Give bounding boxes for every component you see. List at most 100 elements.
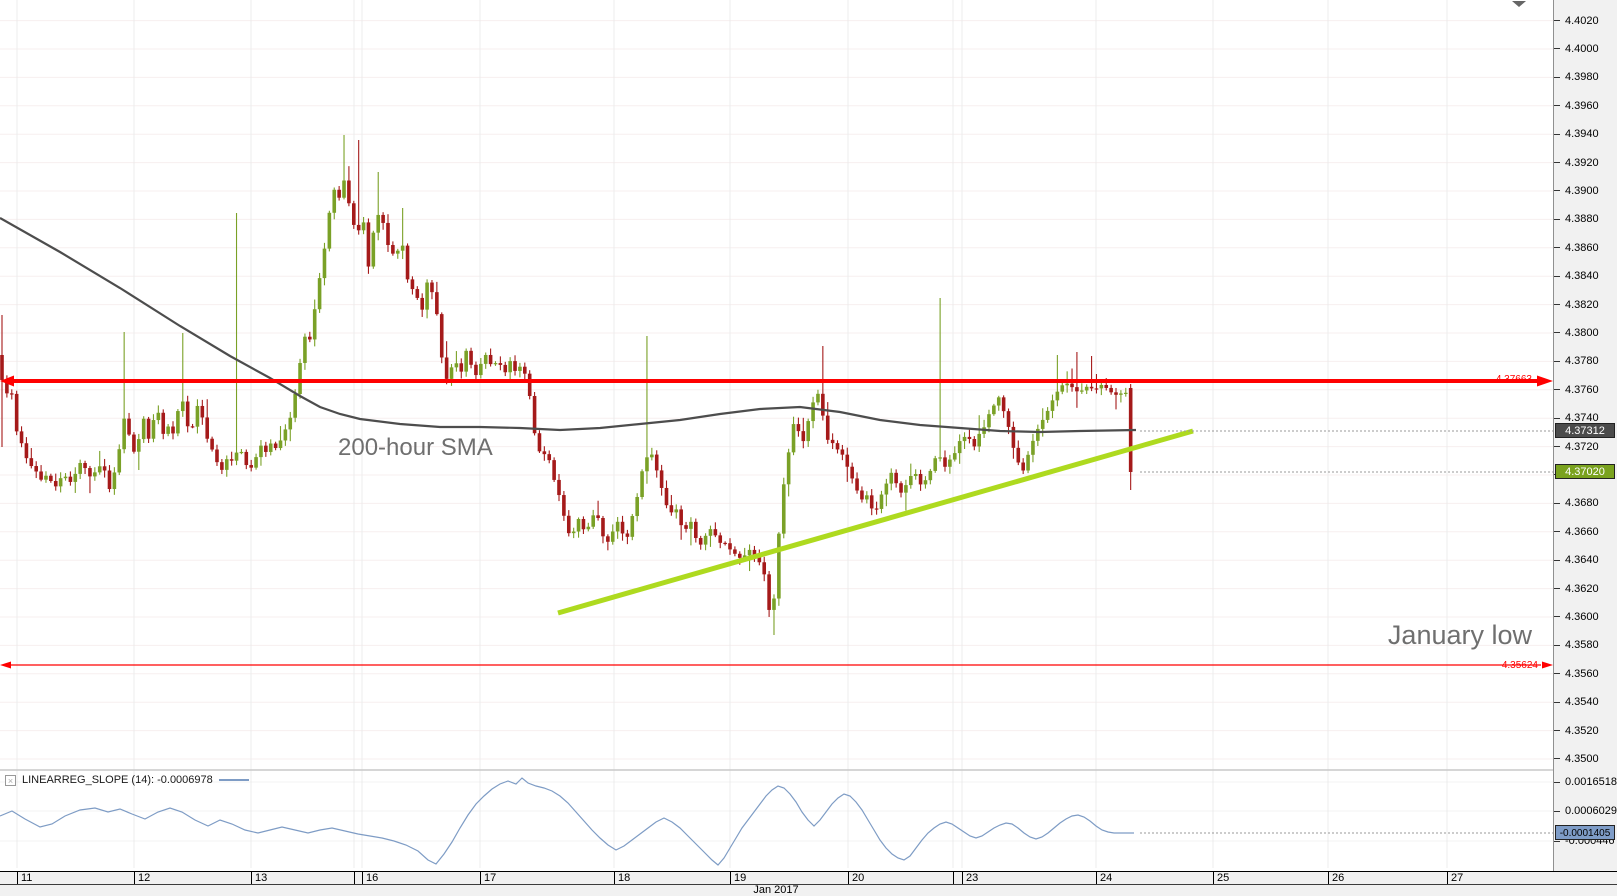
candle (493, 363, 498, 365)
candle (156, 412, 161, 421)
time-tick-dash (480, 872, 481, 884)
time-axis[interactable]: 11 12 13 16 17 18 19 20 23 24 25 26 27 (0, 871, 1617, 884)
candle (278, 440, 283, 449)
candle (679, 509, 683, 526)
candle (171, 426, 175, 434)
candle (689, 521, 693, 529)
candle (215, 449, 219, 463)
candle (796, 424, 801, 432)
candle (122, 418, 126, 450)
price-tick-label: 4.3820 (1565, 298, 1599, 311)
candle (117, 449, 122, 473)
candle (996, 397, 1001, 406)
candle (14, 393, 19, 432)
candle (865, 495, 869, 500)
candle (850, 466, 854, 479)
price-tick-label: 4.3580 (1565, 639, 1599, 652)
candle (312, 309, 317, 340)
price-tick-label: 4.3960 (1565, 99, 1599, 112)
candle (684, 525, 688, 529)
candle (523, 366, 527, 374)
price-axis[interactable]: 4.4020 4.4000 4.3980 4.3960 4.3940 4.3920 4.39… (1553, 0, 1617, 896)
candle (674, 509, 679, 513)
candle (449, 367, 454, 379)
time-tick-label: 17 (484, 872, 497, 884)
sma-polyline (0, 217, 1137, 434)
candle (268, 443, 273, 452)
january-low-line[interactable] (0, 661, 1553, 669)
candle (562, 495, 566, 516)
candle (962, 436, 967, 442)
candle (474, 364, 478, 376)
time-tick-dash (953, 872, 954, 884)
candle (200, 405, 205, 418)
trendline[interactable] (557, 428, 1194, 616)
chart-plot-area[interactable] (0, 0, 1553, 871)
price-tick-dash (1554, 446, 1560, 448)
candle (195, 405, 200, 427)
price-tick-label: 4.3540 (1565, 696, 1599, 709)
candle (229, 459, 234, 461)
candle (303, 336, 307, 363)
month-label: Jan 2017 (753, 884, 799, 896)
candle (860, 490, 864, 500)
candle (391, 245, 395, 254)
time-tick-label: 26 (1332, 872, 1345, 884)
candle (967, 436, 972, 439)
time-tick-dash (848, 872, 849, 884)
time-tick-label: 16 (366, 872, 379, 884)
price-tick-dash (1554, 531, 1560, 533)
candle (938, 457, 942, 459)
indicator-polyline (0, 777, 1134, 866)
candle (767, 574, 771, 610)
candle (742, 555, 747, 558)
candle (840, 449, 845, 455)
resistance-line[interactable] (0, 375, 1553, 387)
price-tick-dash (1554, 502, 1560, 504)
indicator-checkbox-icon[interactable]: × (5, 774, 16, 786)
price-tick-dash (1554, 389, 1560, 391)
candle (518, 366, 522, 371)
candle (420, 297, 424, 310)
candle (606, 536, 610, 542)
price-tick-label: 4.3980 (1565, 71, 1599, 84)
candle (395, 250, 400, 254)
candle (816, 393, 820, 403)
candle (943, 457, 947, 467)
candle (718, 535, 723, 543)
candle (39, 471, 43, 480)
price-tick-dash (1554, 360, 1560, 362)
candle (615, 521, 620, 532)
candle (185, 401, 190, 427)
candle (957, 441, 962, 454)
time-tick-dash (354, 872, 355, 884)
candle (640, 471, 644, 498)
candle (469, 350, 473, 365)
price-tick-label: 4.3620 (1565, 582, 1599, 595)
price-tick-dash (1554, 417, 1560, 419)
price-tick-label: 4.3680 (1565, 497, 1599, 510)
candle (1094, 388, 1099, 390)
candle (1021, 462, 1025, 471)
candle (1109, 387, 1113, 393)
candle (1031, 440, 1035, 455)
candle (645, 457, 649, 472)
ascending-trendline (557, 428, 1194, 616)
time-tick-dash (362, 872, 363, 884)
price-tick-dash (1554, 781, 1560, 783)
price-tick-dash (1554, 76, 1560, 78)
candle (425, 282, 429, 310)
price-tick-label: 4.3740 (1565, 412, 1599, 425)
time-tick-dash (1096, 872, 1097, 884)
candle (845, 454, 850, 467)
candle (337, 189, 341, 198)
candle (161, 412, 166, 434)
time-tick-label: 18 (618, 872, 631, 884)
indicator-line-sample-icon (218, 779, 249, 781)
candle (83, 462, 87, 469)
price-tick-label: 4.3640 (1565, 554, 1599, 567)
candle (542, 451, 547, 455)
price-tick-dash (1554, 275, 1560, 277)
price-tick-dash (1554, 247, 1560, 249)
candle (351, 203, 356, 225)
